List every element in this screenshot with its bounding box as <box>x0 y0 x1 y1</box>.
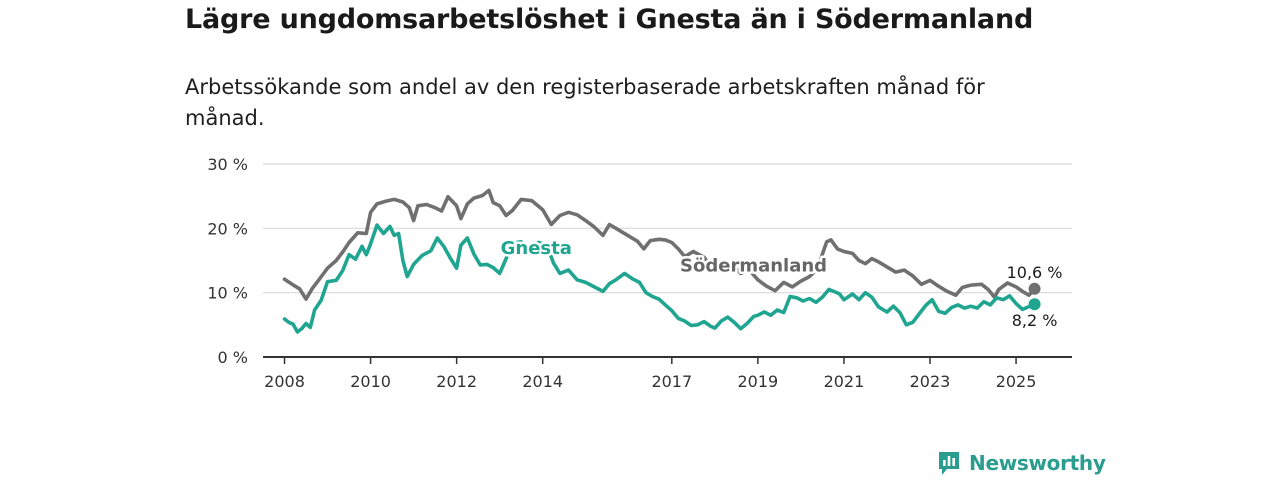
series-label-s-dermanland: Södermanland <box>680 255 827 276</box>
x-tick-label: 2021 <box>824 372 865 391</box>
x-tick-label: 2012 <box>436 372 477 391</box>
x-tick-label: 2019 <box>738 372 779 391</box>
brand-name: Newsworthy <box>969 451 1106 475</box>
brand-logo[interactable]: Newsworthy <box>937 448 1106 478</box>
newsworthy-logo-icon <box>939 452 959 475</box>
end-value-label-s-dermanland: 10,6 % <box>1007 263 1063 282</box>
end-point-gnesta <box>1028 298 1041 311</box>
y-tick-label: 0 % <box>218 348 248 367</box>
series-line-s-dermanland <box>282 188 1037 301</box>
chart-title: Lägre ungdomsarbetslöshet i Gnesta än i … <box>185 4 1034 35</box>
series-label-gnesta: Gnesta <box>501 238 572 259</box>
end-value-label-gnesta: 8,2 % <box>1012 311 1058 330</box>
x-tick-label: 2017 <box>651 372 692 391</box>
x-tick-label: 2025 <box>996 372 1037 391</box>
x-tick-label: 2010 <box>350 372 391 391</box>
x-tick-label: 2008 <box>264 372 305 391</box>
series-line-gnesta <box>282 223 1037 334</box>
chart-subtitle: Arbetssökande som andel av den registerb… <box>185 75 985 130</box>
x-tick-label: 2023 <box>910 372 951 391</box>
y-tick-label: 20 % <box>207 219 248 238</box>
end-point-s-dermanland <box>1028 282 1041 295</box>
y-tick-label: 30 % <box>207 155 248 174</box>
y-tick-label: 10 % <box>207 284 248 303</box>
x-tick-label: 2014 <box>522 372 563 391</box>
